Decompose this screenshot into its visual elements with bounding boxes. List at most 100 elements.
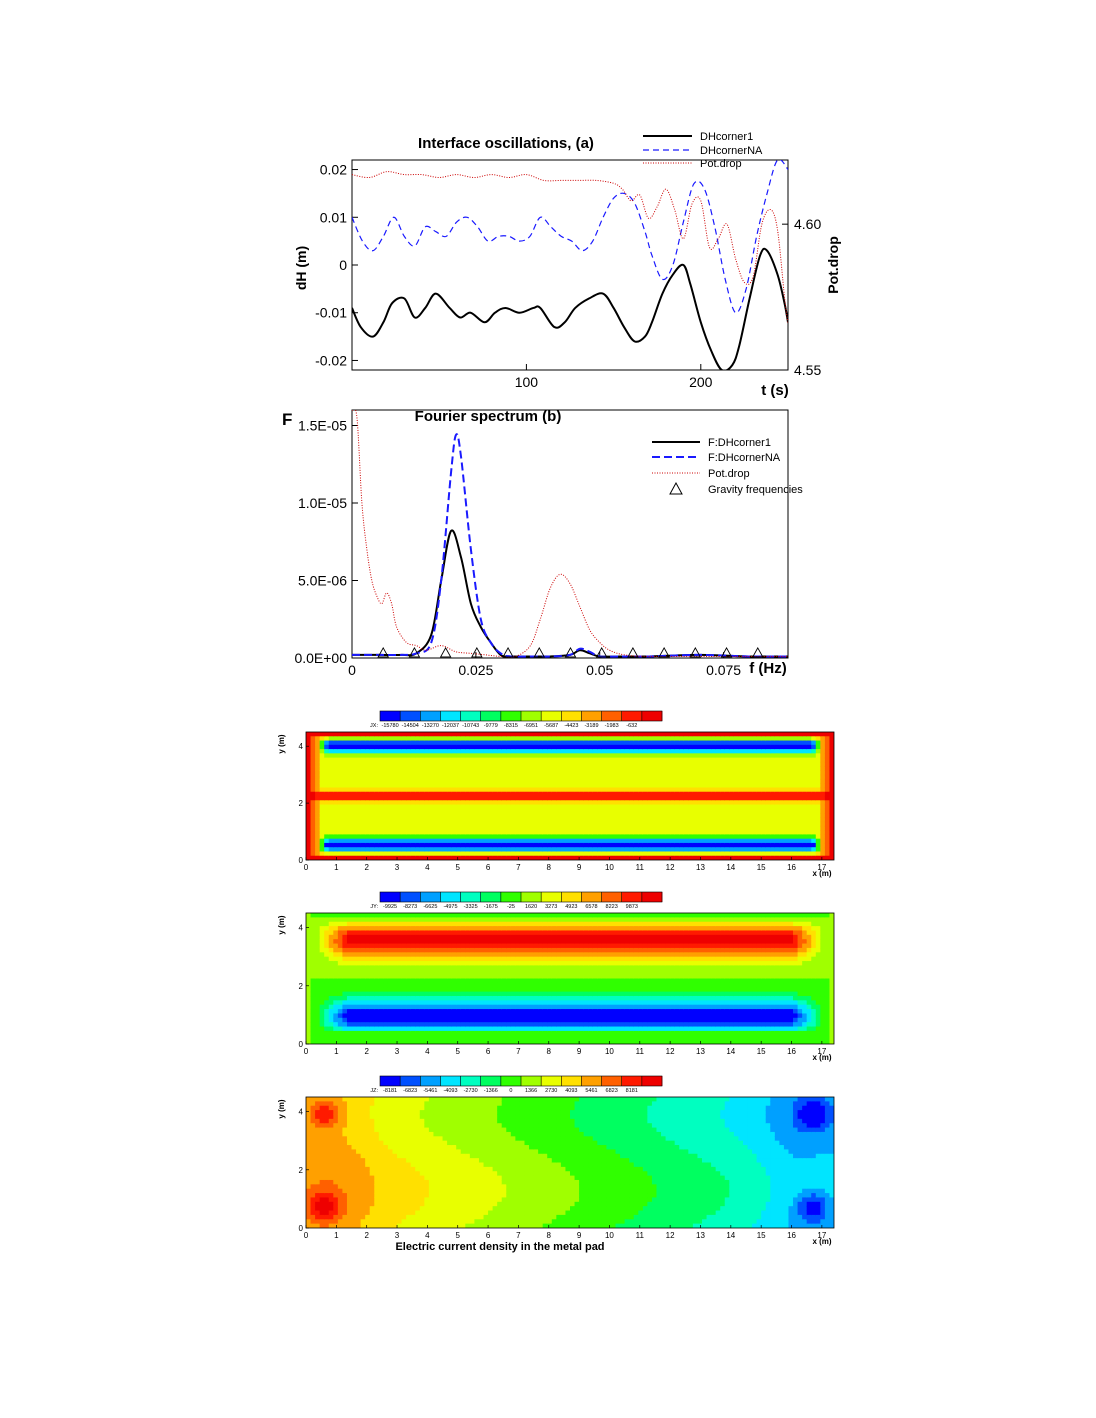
heatmap-cell [474,1017,480,1023]
heatmap-cell [369,978,375,984]
heatmap-cell [365,978,371,984]
heatmap-cell [515,774,521,780]
heatmap-cell [656,791,662,797]
heatmap-cell [401,766,407,771]
heatmap-cell [702,744,708,750]
heatmap-cell [806,817,812,823]
heatmap-cell [492,800,498,806]
heatmap-cell [315,808,321,814]
heatmap-cell [310,804,316,810]
heatmap-cell [315,838,321,844]
heatmap-cell [779,838,785,844]
heatmap-cell [378,1039,384,1044]
heatmap-cell [620,744,626,750]
heatmap-cell [729,834,735,840]
heatmap-cell [620,766,626,771]
heatmap-cell [488,787,494,793]
heatmap-cell [820,800,826,806]
heatmap-cell [456,943,462,949]
heatmap-cell [447,961,453,966]
heatmap-cell [692,804,699,810]
heatmap-cell [469,834,476,840]
heatmap-cell [815,736,821,742]
heatmap-cell [319,732,325,737]
heatmap-cell [419,740,425,746]
heatmap-cell [337,825,344,831]
heatmap-cell [424,1022,430,1028]
heatmap-cell [419,783,425,789]
heatmap-cell [447,978,453,984]
heatmap-cell [488,1000,494,1006]
heatmap-cell [474,813,480,818]
heatmap-cell [401,796,407,801]
heatmap-cell [679,830,685,835]
heatmap-cell [729,749,735,754]
heatmap-cell [451,917,457,923]
heatmap-cell [397,1039,403,1044]
heatmap-cell [351,847,357,853]
heatmap-cell [670,800,676,806]
heatmap-cell [401,1026,407,1032]
chart-a-title: Interface oscillations, (a) [418,135,594,152]
heatmap-cell [383,851,389,857]
heatmap-cell [588,813,594,818]
heatmap-cell [624,753,630,759]
heatmap-cell [328,774,334,780]
heatmap-cell [306,1000,312,1006]
heatmap-cell [442,1009,448,1015]
heatmap-cell [638,842,644,848]
heatmap-cell [319,1039,325,1044]
heatmap-cell [802,753,808,759]
heatmap-cell [419,974,425,980]
heatmap-cell [460,800,466,806]
heatmap-cell [711,749,717,754]
heatmap-cell [829,800,834,806]
heatmap-cell [456,969,462,975]
heatmap-cell [369,991,375,997]
heatmap-cell [692,736,699,742]
heatmap-cell [601,753,608,759]
heatmap-cell [356,934,362,940]
heatmap-cell [492,753,498,759]
heatmap-cell [829,740,834,746]
heatmap-cell [715,744,721,750]
heatmap-cell [811,770,817,776]
heatmap-cell [583,804,589,810]
heatmap-cell [483,744,489,750]
heatmap-cell [501,796,507,801]
heatmap-cell [570,740,576,746]
heatmap-cell [324,1017,330,1023]
heatmap-cell [506,851,512,857]
heatmap-cell [356,800,362,806]
heatmap-cell [401,917,407,923]
heatmap-cell [419,926,425,932]
heatmap-cell [706,732,712,737]
heatmap-cell [365,736,371,742]
heatmap-cell [456,830,462,835]
heatmap-cell [438,982,444,988]
heatmap-cell [447,736,453,742]
heatmap-cell [324,1013,330,1019]
heatmap-cell [310,740,316,746]
heatmap-cell [378,1022,384,1028]
heatmap-cell [601,791,608,797]
heatmap-cell [688,749,694,754]
heatmap-cell [510,736,516,742]
heatmap-cell [715,770,721,776]
heatmap-cell [360,1013,366,1019]
heatmap-cell [387,1009,394,1015]
heatmap-cell [483,987,489,993]
heatmap-cell [438,800,444,806]
heatmap-cell [756,838,762,844]
heatmap-cell [397,744,403,750]
heatmap-cell [342,974,348,980]
gravity-frequency-marker [564,646,577,658]
heatmap-cell [342,913,348,918]
heatmap-cell [337,1026,344,1032]
heatmap-cell [497,1035,503,1041]
heatmap-cell [811,753,817,759]
heatmap-cell [387,1013,394,1019]
heatmap-cell [374,744,380,750]
heatmap-cell [606,791,612,797]
heatmap-cell [310,1000,316,1006]
